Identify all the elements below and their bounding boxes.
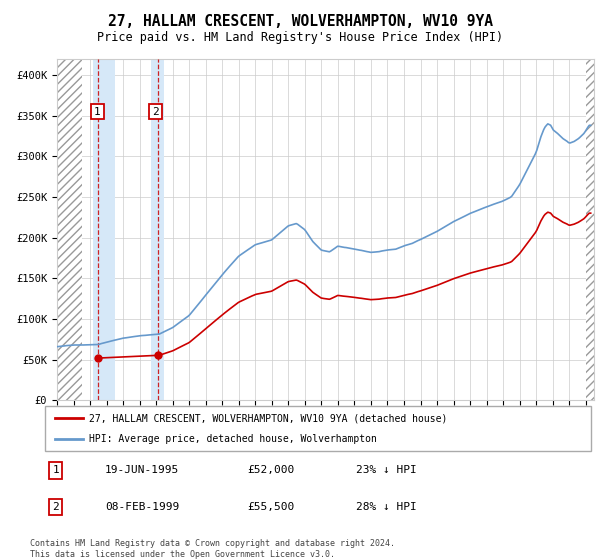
Text: HPI: Average price, detached house, Wolverhampton: HPI: Average price, detached house, Wolv… — [89, 433, 377, 444]
Text: 1: 1 — [94, 106, 101, 116]
Text: 1: 1 — [53, 465, 59, 475]
Text: £55,500: £55,500 — [247, 502, 294, 512]
Text: 2: 2 — [152, 106, 159, 116]
Bar — [151, 59, 164, 400]
Bar — [94, 59, 115, 400]
Bar — [57, 59, 82, 400]
Text: 23% ↓ HPI: 23% ↓ HPI — [356, 465, 417, 475]
FancyBboxPatch shape — [45, 406, 591, 451]
Text: 27, HALLAM CRESCENT, WOLVERHAMPTON, WV10 9YA: 27, HALLAM CRESCENT, WOLVERHAMPTON, WV10… — [107, 14, 493, 29]
Text: Contains HM Land Registry data © Crown copyright and database right 2024.
This d: Contains HM Land Registry data © Crown c… — [30, 539, 395, 559]
Text: 08-FEB-1999: 08-FEB-1999 — [105, 502, 179, 512]
Text: 19-JUN-1995: 19-JUN-1995 — [105, 465, 179, 475]
Text: Price paid vs. HM Land Registry's House Price Index (HPI): Price paid vs. HM Land Registry's House … — [97, 31, 503, 44]
Text: 27, HALLAM CRESCENT, WOLVERHAMPTON, WV10 9YA (detached house): 27, HALLAM CRESCENT, WOLVERHAMPTON, WV10… — [89, 413, 447, 423]
Text: 28% ↓ HPI: 28% ↓ HPI — [356, 502, 417, 512]
Text: 2: 2 — [53, 502, 59, 512]
Bar — [586, 59, 594, 400]
Text: £52,000: £52,000 — [247, 465, 294, 475]
